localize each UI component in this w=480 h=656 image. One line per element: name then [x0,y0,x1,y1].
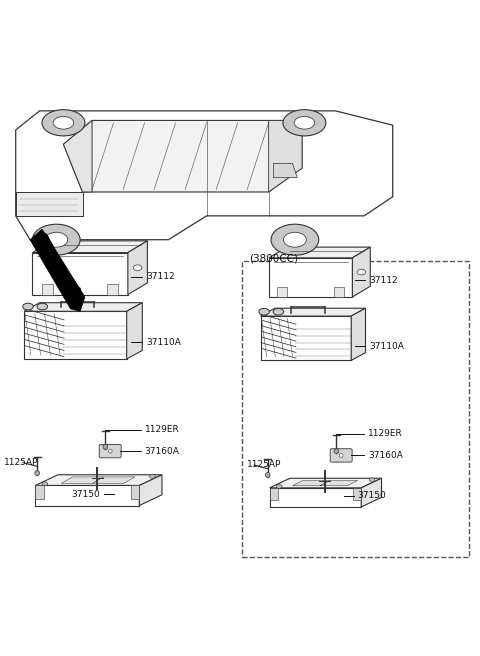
Polygon shape [33,253,128,295]
Text: 37110A: 37110A [369,342,404,351]
Text: 37110A: 37110A [146,338,181,347]
Polygon shape [361,478,382,507]
Polygon shape [269,121,302,192]
Text: (3800CC): (3800CC) [250,254,299,264]
Polygon shape [352,247,370,297]
Text: 1129ER: 1129ER [368,430,403,438]
Circle shape [339,453,343,457]
Bar [277,287,287,297]
Ellipse shape [42,482,48,486]
Polygon shape [270,478,382,488]
Text: 37112: 37112 [369,276,397,285]
Bar [107,284,118,295]
Ellipse shape [294,117,315,129]
Polygon shape [292,480,330,485]
Bar [353,488,361,501]
Bar [242,261,469,557]
Text: 1129ER: 1129ER [144,425,180,434]
Ellipse shape [369,478,375,482]
Text: 37150: 37150 [358,491,386,501]
Polygon shape [16,111,393,239]
Polygon shape [269,258,352,297]
Polygon shape [63,121,302,192]
Ellipse shape [23,303,33,310]
Ellipse shape [42,110,85,136]
Circle shape [265,472,270,478]
Polygon shape [35,485,139,506]
Polygon shape [351,308,365,360]
Circle shape [103,445,108,449]
Circle shape [108,449,112,453]
Ellipse shape [283,110,326,136]
Ellipse shape [357,269,366,275]
Polygon shape [127,302,142,359]
Polygon shape [24,302,142,312]
Ellipse shape [37,303,48,310]
Polygon shape [274,163,297,178]
Text: 1125AP: 1125AP [4,458,38,467]
FancyBboxPatch shape [99,445,121,458]
Bar [270,488,278,501]
Text: 37160A: 37160A [144,447,180,456]
Polygon shape [63,121,92,192]
Polygon shape [128,241,147,295]
Circle shape [35,471,39,476]
Polygon shape [33,241,147,253]
Ellipse shape [271,224,319,255]
FancyBboxPatch shape [330,449,352,462]
Polygon shape [30,229,85,312]
Ellipse shape [273,308,284,315]
Bar [334,287,344,297]
Ellipse shape [150,474,156,478]
Circle shape [334,449,339,453]
Polygon shape [261,308,365,316]
Polygon shape [61,477,104,483]
Bar [131,485,139,499]
Ellipse shape [276,485,282,488]
Text: 37160A: 37160A [368,451,403,460]
Bar [42,284,53,295]
Text: 1125AP: 1125AP [247,461,282,470]
Ellipse shape [45,232,68,247]
Ellipse shape [259,308,269,315]
Text: 37112: 37112 [146,272,175,281]
Polygon shape [139,475,162,506]
Ellipse shape [53,117,74,129]
Ellipse shape [283,232,306,247]
Ellipse shape [133,265,142,270]
Polygon shape [269,247,370,258]
Polygon shape [35,475,162,485]
Text: 37150: 37150 [72,489,100,499]
Ellipse shape [33,224,80,255]
Polygon shape [93,477,135,483]
Polygon shape [261,316,351,360]
Polygon shape [320,480,358,485]
Polygon shape [24,312,127,359]
Polygon shape [270,488,361,507]
Polygon shape [16,192,83,216]
Bar [35,485,44,499]
